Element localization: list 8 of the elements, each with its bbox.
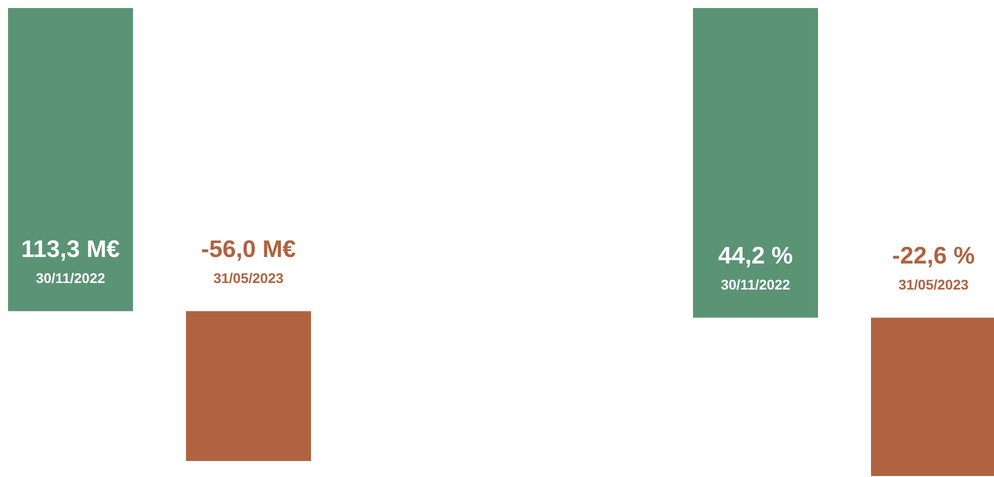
data-label: -22,6 % bbox=[892, 242, 975, 270]
data-label: -56,0 M€ bbox=[201, 236, 296, 264]
x-tick-label: 30/11/2022 bbox=[720, 276, 790, 293]
x-tick-label: 31/05/2023 bbox=[898, 276, 969, 293]
data-label: 44,2 % bbox=[718, 242, 793, 270]
x-tick-label: 30/11/2022 bbox=[36, 270, 106, 286]
data-label: 113,3 M€ bbox=[21, 236, 120, 264]
x-tick-label: 31/05/2023 bbox=[213, 270, 284, 286]
